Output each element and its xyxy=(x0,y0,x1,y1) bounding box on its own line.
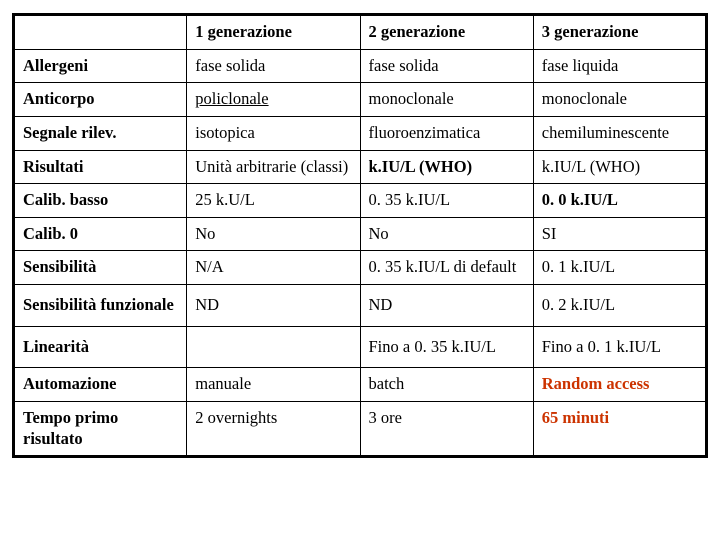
data-cell: 0. 0 k.IU/L xyxy=(533,184,706,218)
table-row: Tempo primo risultato2 overnights3 ore65… xyxy=(14,401,707,456)
data-cell: 0. 2 k.IU/L xyxy=(533,285,706,327)
data-cell: Random access xyxy=(533,368,706,402)
data-cell: Unità arbitrarie (classi) xyxy=(187,150,360,184)
data-cell: k.IU/L (WHO) xyxy=(533,150,706,184)
document-frame: 1 generazione2 generazione3 generazioneA… xyxy=(0,0,720,540)
table-row: SensibilitàN/A0. 35 k.IU/L di default0. … xyxy=(14,251,707,285)
data-cell: ND xyxy=(187,285,360,327)
table-row: 1 generazione2 generazione3 generazione xyxy=(14,15,707,50)
data-cell xyxy=(187,326,360,368)
row-label-cell: Automazione xyxy=(14,368,187,402)
data-cell: Fino a 0. 1 k.IU/L xyxy=(533,326,706,368)
data-cell: fase solida xyxy=(360,49,533,83)
row-label-cell: Sensibilità xyxy=(14,251,187,285)
row-label-cell: Tempo primo risultato xyxy=(14,401,187,456)
data-cell: monoclonale xyxy=(533,83,706,117)
table-row: AutomazionemanualebatchRandom access xyxy=(14,368,707,402)
row-label-cell: Segnale rilev. xyxy=(14,116,187,150)
data-cell: 25 k.U/L xyxy=(187,184,360,218)
generations-table: 1 generazione2 generazione3 generazioneA… xyxy=(12,13,708,458)
column-header-cell: 1 generazione xyxy=(187,15,360,50)
row-label-cell: Allergeni xyxy=(14,49,187,83)
data-cell: policlonale xyxy=(187,83,360,117)
data-cell: 0. 1 k.IU/L xyxy=(533,251,706,285)
data-cell: 0. 35 k.IU/L di default xyxy=(360,251,533,285)
data-cell: 0. 35 k.IU/L xyxy=(360,184,533,218)
column-header-cell: 3 generazione xyxy=(533,15,706,50)
table-row: RisultatiUnità arbitrarie (classi)k.IU/L… xyxy=(14,150,707,184)
table-row: Segnale rilev.isotopicafluoroenzimaticac… xyxy=(14,116,707,150)
data-cell: 3 ore xyxy=(360,401,533,456)
data-cell: manuale xyxy=(187,368,360,402)
table-row: Sensibilità funzionaleNDND0. 2 k.IU/L xyxy=(14,285,707,327)
row-label-cell: Calib. 0 xyxy=(14,217,187,251)
row-label-cell: Calib. basso xyxy=(14,184,187,218)
data-cell: N/A xyxy=(187,251,360,285)
data-cell: fase liquida xyxy=(533,49,706,83)
table-row: Anticorpopoliclonalemonoclonalemonoclona… xyxy=(14,83,707,117)
data-cell: fluoroenzimatica xyxy=(360,116,533,150)
table-row: Linearità Fino a 0. 35 k.IU/LFino a 0. 1 … xyxy=(14,326,707,368)
data-cell: fase solida xyxy=(187,49,360,83)
data-cell: k.IU/L (WHO) xyxy=(360,150,533,184)
row-label-cell: Linearità xyxy=(14,326,187,368)
table-row: Allergenifase solidafase solidafase liqu… xyxy=(14,49,707,83)
row-label-cell: Sensibilità funzionale xyxy=(14,285,187,327)
table-row: Calib. basso25 k.U/L0. 35 k.IU/L0. 0 k.I… xyxy=(14,184,707,218)
data-cell: monoclonale xyxy=(360,83,533,117)
header-spacer-cell xyxy=(14,15,187,50)
table-row: Calib. 0NoNoSI xyxy=(14,217,707,251)
column-header-cell: 2 generazione xyxy=(360,15,533,50)
data-cell: ND xyxy=(360,285,533,327)
data-cell: batch xyxy=(360,368,533,402)
data-cell: isotopica xyxy=(187,116,360,150)
data-cell: chemiluminescente xyxy=(533,116,706,150)
row-label-cell: Anticorpo xyxy=(14,83,187,117)
row-label-cell: Risultati xyxy=(14,150,187,184)
data-cell: No xyxy=(187,217,360,251)
data-cell: Fino a 0. 35 k.IU/L xyxy=(360,326,533,368)
data-cell: No xyxy=(360,217,533,251)
data-cell: SI xyxy=(533,217,706,251)
data-cell: 2 overnights xyxy=(187,401,360,456)
data-cell: 65 minuti xyxy=(533,401,706,456)
